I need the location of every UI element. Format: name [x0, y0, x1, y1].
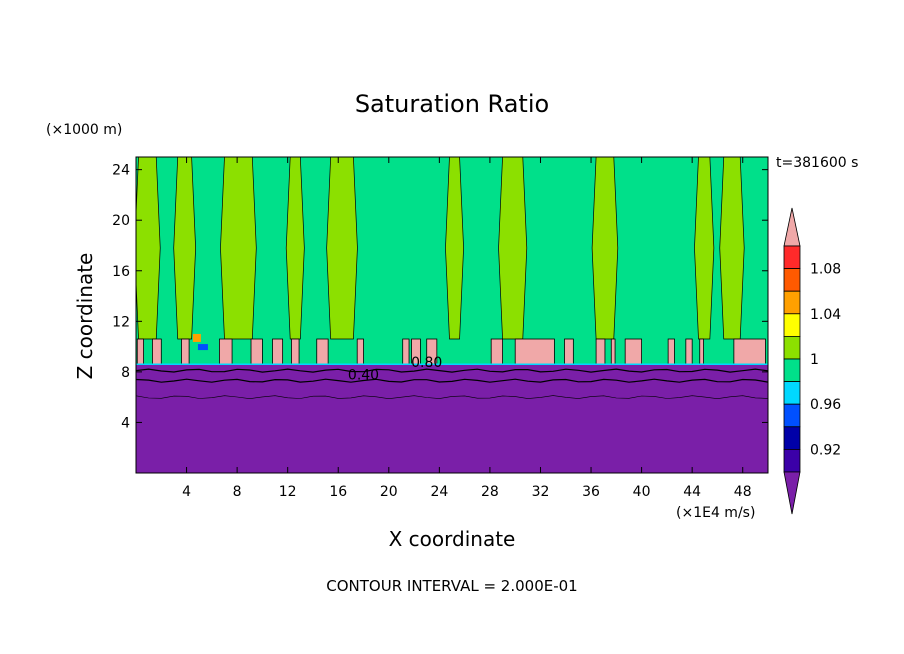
contour-line: [136, 395, 768, 400]
cloud-blob: [733, 338, 766, 365]
colorbar-box: [783, 313, 801, 337]
cloud-blob: [624, 338, 643, 365]
chart-title: Saturation Ratio: [355, 90, 549, 118]
streak-region: [173, 157, 196, 340]
x-axis-label: X coordinate: [389, 527, 516, 551]
streak-region: [445, 157, 464, 340]
x-tick-label: 16: [329, 484, 347, 500]
x-tick-label: 44: [683, 484, 701, 500]
colorbar-box: [783, 426, 801, 450]
cloud-blob: [667, 338, 675, 365]
colorbar-box: [783, 403, 801, 428]
y-tick-label: 20: [112, 213, 130, 229]
x-tick-label: 28: [481, 484, 499, 500]
contour-line: [136, 378, 768, 383]
time-label: t=381600 s: [776, 155, 858, 171]
cloud-blob: [595, 338, 606, 365]
streak-region: [285, 157, 305, 340]
contour-line: [136, 368, 768, 373]
cloud-blob: [136, 338, 144, 365]
streak-region: [498, 157, 528, 340]
colorbar-box: [783, 245, 801, 270]
cloud-blob: [610, 338, 616, 365]
contour-field: [136, 157, 768, 473]
y-axis-label: Z coordinate: [73, 253, 97, 380]
y-axis: 4 8 12 16 20 24: [112, 163, 768, 431]
cloud-blob: [250, 338, 263, 365]
contour-label: 0.40: [348, 367, 379, 383]
cloud-blob: [699, 338, 704, 365]
cloud-blob: [356, 338, 364, 365]
high-patch: [192, 333, 201, 342]
colorbar-top-arrow: [783, 207, 801, 247]
x-tick-label: 24: [430, 484, 448, 500]
cloud-blob: [685, 338, 693, 365]
colorbar-box: [783, 358, 801, 383]
cloud-blob: [514, 338, 555, 365]
contour-label: 0.80: [411, 355, 442, 371]
dry-region: [136, 364, 768, 473]
x-tick-label: 8: [233, 484, 242, 500]
streak-region: [136, 157, 161, 340]
cloud-blob: [181, 338, 190, 365]
contour-interval-footer: CONTOUR INTERVAL = 2.000E-01: [326, 577, 577, 595]
streak-region: [694, 157, 715, 340]
x-axis: 4 8 12 16 20 24 28 32 36 40 44 48: [182, 157, 752, 500]
x-tick-label: 4: [182, 484, 191, 500]
colorbar-label: 1.04: [810, 307, 841, 323]
cloud-blob: [219, 338, 233, 365]
cloud-blob: [564, 338, 574, 365]
cloud-blob: [152, 338, 162, 365]
y-units-label: (×1000 m): [46, 122, 122, 138]
colorbar: 1.08 1.04 1 0.96 0.92: [783, 207, 841, 515]
cloud-blob: [490, 338, 503, 365]
x-tick-label: 12: [279, 484, 297, 500]
x-tick-label: 48: [734, 484, 752, 500]
colorbar-label: 1: [810, 352, 819, 368]
contour-labels: 0.40 0.80: [348, 355, 442, 384]
streak-region: [326, 157, 358, 340]
streak-region: [591, 157, 619, 340]
y-tick-label: 12: [112, 314, 130, 330]
colorbar-label: 0.96: [810, 397, 841, 413]
colorbar-box: [783, 381, 801, 405]
colorbar-label: 0.92: [810, 442, 841, 458]
colorbar-box: [783, 335, 801, 360]
y-tick-label: 24: [112, 163, 130, 179]
cloud-blob: [316, 338, 329, 365]
cloud-blob: [272, 338, 284, 365]
colorbar-box: [783, 290, 801, 315]
x-tick-label: 40: [633, 484, 651, 500]
cloud-blob: [402, 338, 410, 365]
x-units-label: (×1E4 m/s): [676, 505, 755, 521]
colorbar-box: [783, 448, 801, 473]
y-tick-label: 16: [112, 264, 130, 280]
x-tick-label: 36: [582, 484, 600, 500]
streak-region: [719, 157, 745, 340]
low-patch: [197, 344, 208, 351]
plot-frame: [135, 156, 769, 474]
y-tick-label: 8: [121, 365, 130, 381]
colorbar-bottom-arrow: [783, 471, 801, 515]
x-tick-label: 32: [532, 484, 550, 500]
colorbar-box: [783, 268, 801, 292]
y-tick-label: 4: [121, 415, 130, 431]
cloud-blob: [291, 338, 300, 365]
streak-region: [220, 157, 257, 340]
x-tick-label: 20: [380, 484, 398, 500]
colorbar-label: 1.08: [810, 262, 841, 278]
